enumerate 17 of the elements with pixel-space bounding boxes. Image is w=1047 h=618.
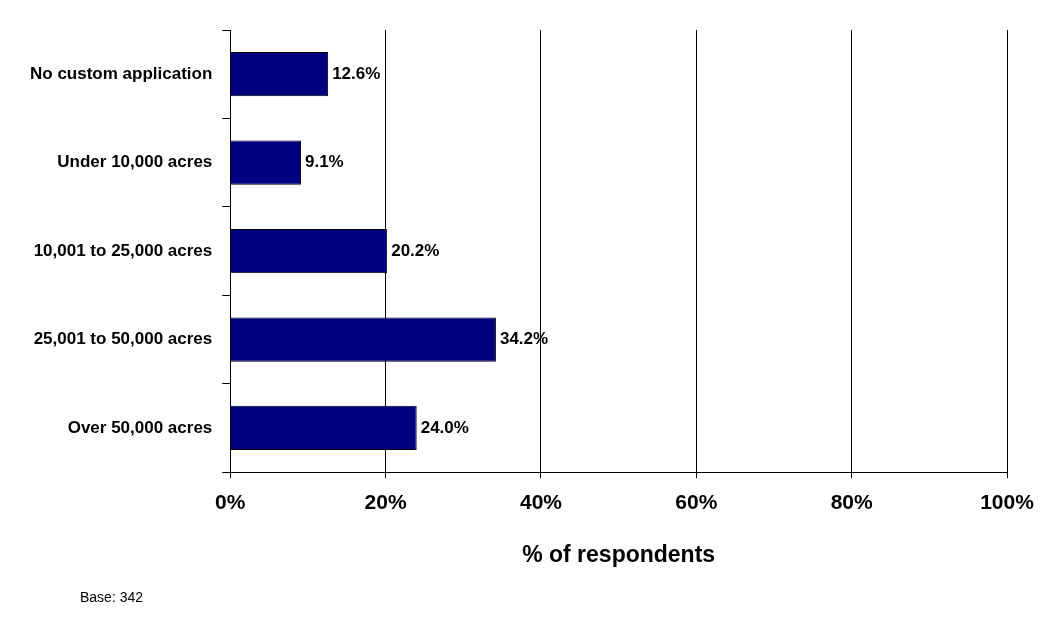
data-label: 20.2% <box>391 240 440 260</box>
x-tick-label: 0% <box>215 489 246 513</box>
y-tick-label: 10,001 to 25,000 acres <box>33 240 213 260</box>
x-tick-label: 40% <box>519 489 563 513</box>
y-tick-label: Over 50,000 acres <box>67 417 213 437</box>
data-label: 9.1% <box>304 152 344 172</box>
y-tick-label: 25,001 to 50,000 acres <box>33 329 213 349</box>
y-tick-label: No custom application <box>30 63 213 83</box>
y-tick-label: Under 10,000 acres <box>57 152 213 172</box>
data-label: 12.6% <box>332 63 381 83</box>
x-tick-label: 100% <box>980 489 1035 513</box>
x-tick-label: 60% <box>675 489 718 513</box>
x-axis-title: % of respondents <box>522 540 716 567</box>
data-label: 24.0% <box>420 417 469 437</box>
text: Base: 342 <box>80 588 144 605</box>
x-tick-label: 20% <box>364 489 407 513</box>
x-tick-label: 80% <box>830 489 873 513</box>
